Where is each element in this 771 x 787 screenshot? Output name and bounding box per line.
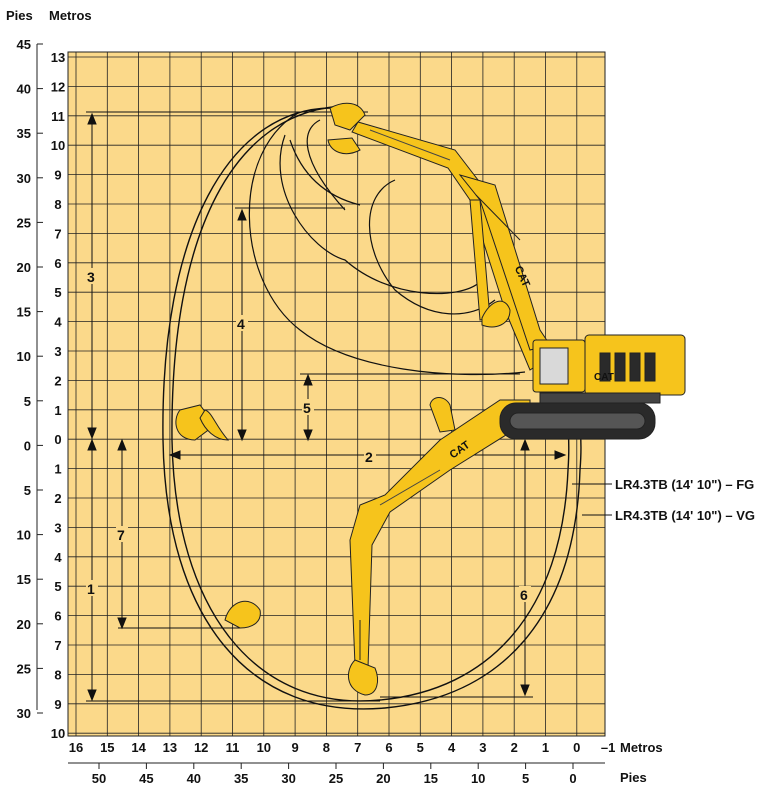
meters-bottom-tick-label: 12 xyxy=(194,740,208,755)
meters-axis-tick-label: 3 xyxy=(54,344,61,359)
meters-axis-tick-label: 2 xyxy=(54,491,61,506)
meters-bottom-tick-label: 7 xyxy=(354,740,361,755)
dimension-label-3: 3 xyxy=(87,269,95,285)
inner-arc-1 xyxy=(248,111,526,376)
header-feet-unit: Pies xyxy=(6,8,33,23)
meters-bottom-tick-label: 4 xyxy=(448,740,456,755)
meters-bottom-tick-label: 16 xyxy=(69,740,83,755)
inner-arc-4 xyxy=(368,179,496,315)
excavator-body xyxy=(499,334,686,440)
inner-arc-2 xyxy=(279,134,481,295)
meters-axis-tick-label: 6 xyxy=(54,609,61,624)
meters-axis-tick-label: 5 xyxy=(54,579,61,594)
feet-axis-tick-label: 15 xyxy=(17,305,31,320)
meters-axis-tick-label: 1 xyxy=(54,403,61,418)
feet-axis-tick-label: 30 xyxy=(17,706,31,721)
meters-bottom-tick-label: 6 xyxy=(385,740,392,755)
grid-background xyxy=(68,52,605,736)
feet-axis-tick-label: 45 xyxy=(17,37,31,52)
meters-bottom-tick-label: 5 xyxy=(417,740,424,755)
inner-arc-5 xyxy=(289,139,361,206)
feet-bottom-tick-label: 10 xyxy=(471,771,485,786)
meters-axis-tick-label: 8 xyxy=(54,197,61,212)
working-range-envelope-fg xyxy=(171,105,570,702)
meters-axis-tick-label: 9 xyxy=(54,168,61,183)
feet-axis-tick-label: 40 xyxy=(17,82,31,97)
meters-bottom-axis: 16 15 14 13 12 11 10 9 8 7 6 5 4 3 2 1 0 –1 xyxy=(69,740,616,755)
legend-fg-label: LR4.3TB (14' 10") – FG xyxy=(615,477,754,492)
feet-axis-tick-label: 20 xyxy=(17,260,31,275)
meters-axis-tick-label: 4 xyxy=(54,315,62,330)
meters-bottom-unit: Metros xyxy=(620,740,663,755)
feet-bottom-tick-label: 25 xyxy=(329,771,343,786)
legend-vg-label: LR4.3TB (14' 10") – VG xyxy=(615,508,755,523)
excavator-body-logo: CAT xyxy=(594,372,614,383)
feet-axis-tick-label: 30 xyxy=(17,171,31,186)
grid-lines xyxy=(68,52,605,736)
feet-bottom-unit: Pies xyxy=(620,770,647,785)
dimension-label-4: 4 xyxy=(237,316,245,332)
meters-axis-tick-label: 0 xyxy=(54,432,61,447)
dimension-label-6: 6 xyxy=(520,587,528,603)
feet-bottom-tick-label: 15 xyxy=(424,771,438,786)
feet-axis-tick-label: 5 xyxy=(24,394,31,409)
meters-axis-tick-label: 5 xyxy=(54,285,61,300)
meters-axis-tick-label: 4 xyxy=(54,550,62,565)
feet-bottom-tick-label: 5 xyxy=(522,771,529,786)
meters-axis-tick-label: 10 xyxy=(51,726,65,741)
dimension-labels: 1 2 3 4 5 6 7 xyxy=(86,268,531,603)
dimension-label-2: 2 xyxy=(365,449,373,465)
feet-axis-tick-label: 5 xyxy=(24,483,31,498)
feet-axis-tick-label: 20 xyxy=(17,617,31,632)
meters-bottom-tick-label: 1 xyxy=(542,740,549,755)
inner-arc-3 xyxy=(306,119,346,211)
meters-axis-tick-label: 12 xyxy=(51,79,65,94)
dimension-label-1: 1 xyxy=(87,581,95,597)
feet-bottom-tick-label: 45 xyxy=(139,771,153,786)
meters-axis-tick-label: 11 xyxy=(51,109,65,124)
meters-axis-tick-label: 7 xyxy=(54,226,61,241)
meters-axis-tick-label: 13 xyxy=(51,50,65,65)
meters-axis-tick-label: 2 xyxy=(54,373,61,388)
meters-axis-tick-label: 8 xyxy=(54,667,61,682)
feet-axis-tick-label: 0 xyxy=(24,438,31,453)
meters-bottom-tick-label: 14 xyxy=(131,740,146,755)
feet-axis-ticks: 45 40 35 30 25 20 15 10 5 0 5 10 15 20 25 30 xyxy=(17,37,43,721)
meters-bottom-tick-label: 0 xyxy=(573,740,580,755)
feet-bottom-tick-label: 0 xyxy=(569,771,576,786)
feet-bottom-axis: 50 45 40 35 30 25 20 15 10 5 0 xyxy=(92,763,577,786)
meters-axis-tick-label: 7 xyxy=(54,638,61,653)
meters-axis-tick-label: 1 xyxy=(54,462,61,477)
dimension-label-5: 5 xyxy=(303,400,311,416)
meters-axis-tick-label: 6 xyxy=(54,256,61,271)
meters-axis-tick-label: 10 xyxy=(51,138,65,153)
working-range-envelope-vg xyxy=(162,107,582,710)
meters-axis-tick-label: 3 xyxy=(54,520,61,535)
meters-bottom-tick-label: 2 xyxy=(511,740,518,755)
feet-axis-tick-label: 15 xyxy=(17,572,31,587)
feet-axis-tick-label: 35 xyxy=(17,126,31,141)
meters-bottom-tick-label: 9 xyxy=(291,740,298,755)
feet-bottom-tick-label: 35 xyxy=(234,771,248,786)
feet-axis-tick-label: 25 xyxy=(17,661,31,676)
feet-bottom-tick-label: 20 xyxy=(376,771,390,786)
meters-bottom-tick-label: 10 xyxy=(257,740,271,755)
meters-bottom-tick-label: 3 xyxy=(479,740,486,755)
meters-bottom-tick-label: 11 xyxy=(226,740,240,755)
feet-bottom-tick-label: 50 xyxy=(92,771,106,786)
meters-bottom-tick-label: 15 xyxy=(100,740,114,755)
meters-bottom-tick-label: 8 xyxy=(323,740,330,755)
header-meters-unit: Metros xyxy=(49,8,92,23)
feet-axis-tick-label: 10 xyxy=(17,528,31,543)
feet-bottom-tick-label: 30 xyxy=(281,771,295,786)
feet-axis-tick-label: 25 xyxy=(17,215,31,230)
feet-axis-tick-label: 10 xyxy=(17,349,31,364)
dimension-label-7: 7 xyxy=(117,527,125,543)
feet-bottom-tick-label: 40 xyxy=(187,771,201,786)
meters-bottom-tick-label: 13 xyxy=(163,740,177,755)
meters-bottom-tick-label: –1 xyxy=(601,740,615,755)
meters-axis-tick-label: 9 xyxy=(54,697,61,712)
